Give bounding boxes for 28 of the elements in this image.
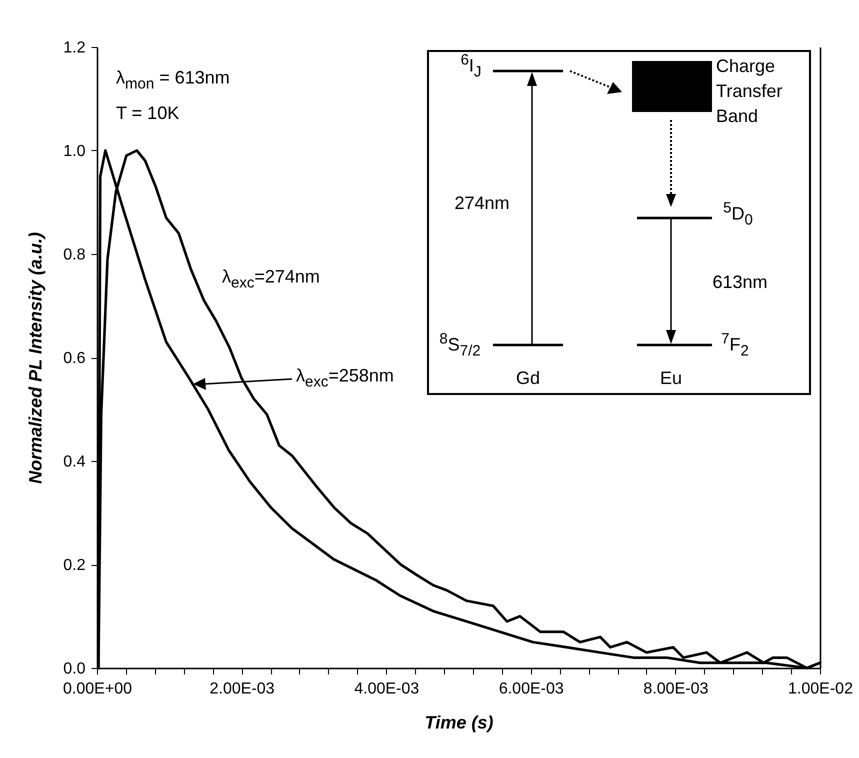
x-tick-label: 2.00E-03	[210, 680, 275, 698]
x-tick-label: 0.00E+00	[63, 680, 132, 698]
x-tick-label: 8.00E-03	[643, 680, 708, 698]
y-tick-label: 0.0	[63, 660, 86, 678]
annotation: 274nm	[454, 193, 510, 213]
y-tick-label: 0.6	[63, 350, 86, 367]
annotation: Eu	[660, 368, 682, 388]
x-tick-label: 6.00E-03	[498, 680, 564, 698]
annotation: Gd	[516, 368, 540, 388]
annotation: T = 10K	[116, 103, 180, 123]
y-tick-label: 0.8	[63, 246, 86, 264]
y-tick-label: 0.2	[63, 557, 86, 574]
y-tick-label: 0.4	[63, 454, 86, 470]
annotation: $^{5}$D$_{0}$	[723, 200, 753, 228]
x-tick-label: 4.00E-03	[354, 680, 420, 698]
annotation: $^{7}$F$_{2}$	[721, 330, 749, 360]
annotation: $^{8}$S$_{7/2}$	[439, 330, 481, 360]
annotation: Charge Transfer Band	[716, 55, 784, 129]
legend-label: λ$_{exc}$=258nm	[296, 366, 394, 390]
x-tick-label: 1.00E-02	[788, 680, 854, 698]
x-axis-title: Time (s)	[424, 712, 494, 732]
annotation: λ$_{mon}$ = 613nm	[116, 68, 230, 92]
y-tick-label: 1.2	[63, 40, 86, 56]
series-label: λ$_{exc}$=274nm	[222, 266, 320, 292]
y-axis-title: Normalized PL Intensity (a.u.)	[25, 232, 46, 484]
annotation: 613nm	[712, 272, 768, 292]
annotation: $^{6}$I$_{J}$	[460, 52, 482, 80]
y-tick-label: 1.0	[63, 143, 86, 160]
